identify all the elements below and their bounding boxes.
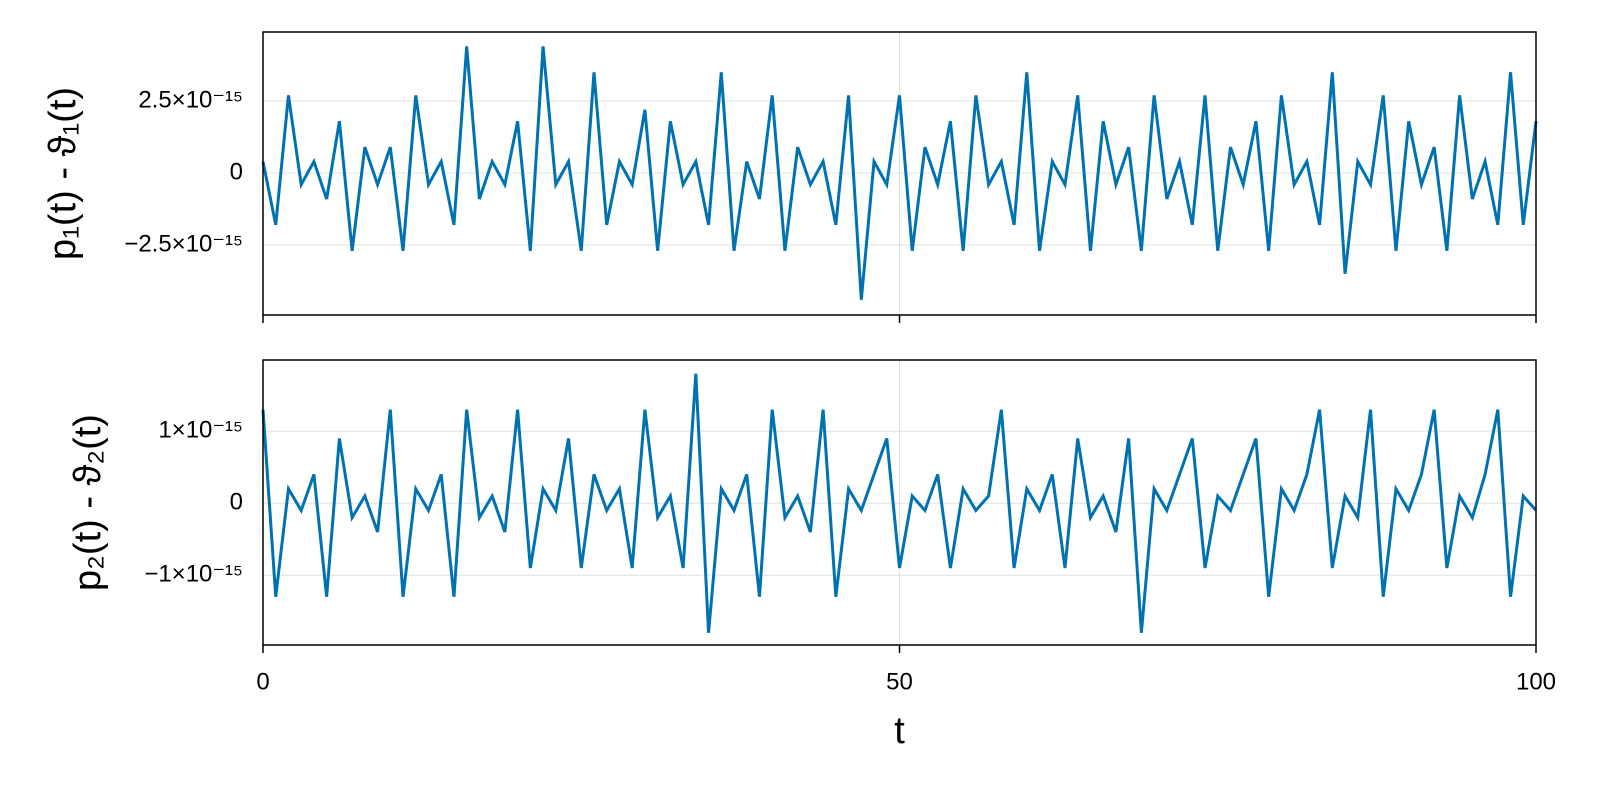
x-tick-label: 100: [1516, 668, 1556, 695]
x-axis-label: t: [894, 710, 905, 752]
data-line: [261, 373, 1538, 633]
y-tick-label: 0: [230, 158, 243, 185]
y-axis-label: p₁(t) - ϑ₁(t): [42, 87, 84, 260]
y-tick-label: 0: [230, 489, 243, 516]
y-tick-label: −1×10⁻¹⁵: [144, 561, 243, 588]
y-tick-label: 1×10⁻¹⁵: [158, 417, 243, 444]
y-axis-label: p₂(t) - ϑ₂(t): [67, 414, 109, 591]
x-tick-label: 50: [886, 668, 913, 695]
data-line: [261, 46, 1538, 300]
plot-frame: [262, 359, 1537, 646]
y-tick-label: 2.5×10⁻¹⁵: [138, 86, 243, 113]
x-tick-label: 0: [256, 668, 269, 695]
y-tick-label: −2.5×10⁻¹⁵: [124, 230, 243, 257]
plot-frame: [262, 31, 1537, 316]
